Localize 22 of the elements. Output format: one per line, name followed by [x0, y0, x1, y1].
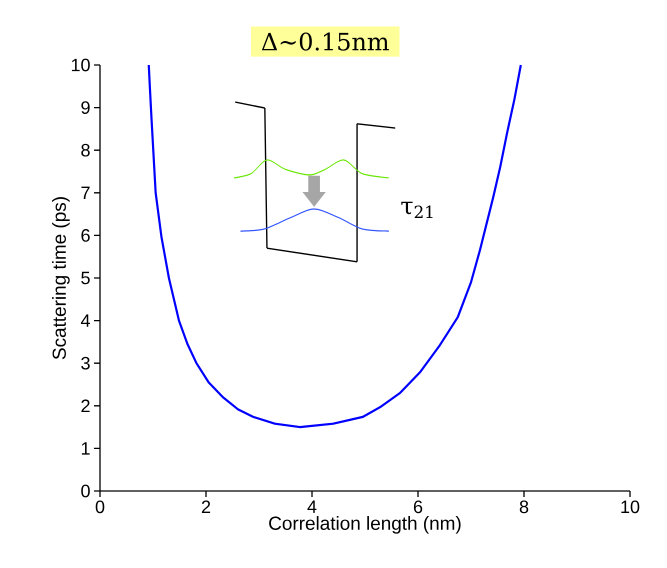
x-tick-label: 0	[96, 500, 104, 514]
x-tick-label: 4	[307, 500, 316, 513]
y-tick-label: 10	[72, 58, 90, 72]
x-tick-label: 10	[621, 500, 640, 514]
y-tick-label: 8	[81, 144, 90, 157]
x-tick-label: 8	[520, 500, 528, 514]
y-tick-label: 6	[81, 229, 90, 242]
y-tick-label: 4	[80, 314, 90, 327]
x-tick-label: 6	[414, 500, 422, 514]
x-tick-label: 2	[202, 500, 210, 514]
text: Δ~0.15nm	[262, 32, 389, 51]
y-tick-label: 7	[81, 186, 90, 199]
y-tick-label: 1	[82, 442, 90, 455]
x-axis-title: Correlation length (nm)	[269, 516, 461, 534]
y-tick-label: 3	[81, 356, 90, 370]
annotation: τ$_{21}$	[401, 202, 432, 218]
y-tick-label: 0	[81, 484, 90, 498]
y-axis-title: Scattering time (ps)	[52, 197, 70, 360]
y-tick-label: 2	[81, 400, 90, 412]
line-series	[148, 64, 522, 428]
y-tick-label: 9	[81, 101, 90, 114]
y-tick-label: 5	[81, 272, 90, 284]
